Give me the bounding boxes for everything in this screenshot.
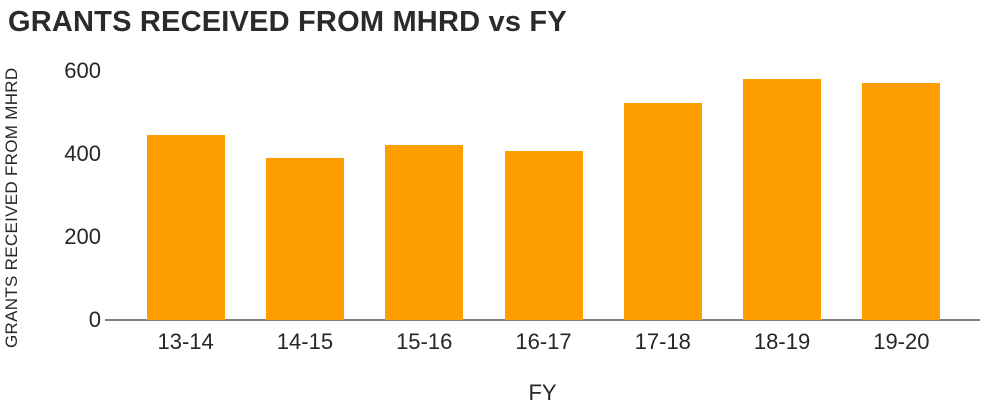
x-tick-label: 18-19 — [753, 329, 811, 354]
x-tick-label: 15-16 — [396, 329, 453, 354]
bar-17-18 — [623, 103, 702, 320]
bar-19-20 — [862, 82, 941, 320]
x-tick-label: 19-20 — [873, 329, 930, 354]
bar-14-15 — [265, 158, 344, 320]
x-tick-label: 13-14 — [157, 329, 214, 354]
bar-16-17 — [504, 151, 583, 320]
x-tick-label: 16-17 — [515, 329, 572, 354]
x-axis-title: FY — [528, 380, 557, 405]
chart-title: GRANTS RECEIVED FROM MHRD vs FY — [8, 6, 567, 38]
x-tick-label: 14-15 — [276, 329, 334, 354]
y-tick-label: 400 — [64, 141, 101, 166]
bar-15-16 — [385, 144, 464, 320]
y-tick-label: 200 — [64, 224, 101, 249]
x-axis-line — [105, 319, 980, 321]
y-tick-label: 0 — [88, 307, 101, 332]
y-axis-title: GRANTS RECEIVED FROM MHRD — [2, 67, 21, 348]
x-tick-label: 17-18 — [634, 329, 691, 354]
bar-18-19 — [743, 79, 822, 320]
y-tick-label: 600 — [64, 58, 101, 83]
bar-13-14 — [146, 135, 225, 320]
